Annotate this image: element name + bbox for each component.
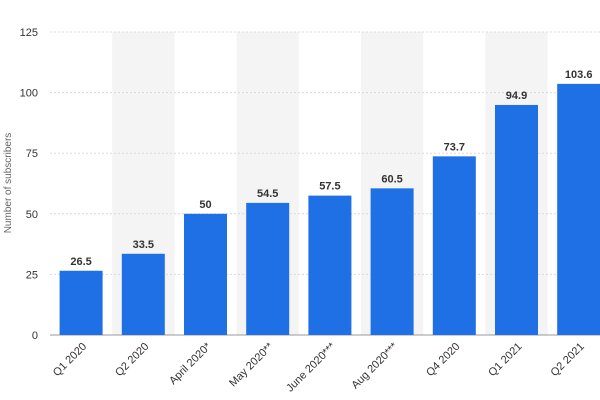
bar-value-label: 33.5 <box>133 239 154 251</box>
bar-series <box>59 83 600 335</box>
y-tick-label: 0 <box>32 330 38 342</box>
bar-value-label: 26.5 <box>70 256 91 268</box>
x-axis-ticks: Q1 2020 Q2 2020 April 2020* May 2020** June … <box>51 340 587 394</box>
bar <box>308 195 352 335</box>
y-tick-label: 75 <box>26 148 38 160</box>
bar-value-label: 57.5 <box>319 181 340 193</box>
bar-value-label: 103.6 <box>565 69 593 81</box>
x-tick-label: May 2020** <box>227 340 276 389</box>
x-tick-label: June 2020*** <box>284 340 338 394</box>
bar <box>59 270 103 335</box>
bar <box>246 202 290 335</box>
y-tick-label: 125 <box>20 27 38 39</box>
bar-value-label: 60.5 <box>381 173 402 185</box>
x-tick-label: Aug 2020*** <box>349 340 400 391</box>
bar <box>121 253 165 335</box>
bar <box>557 83 600 335</box>
y-tick-label: 50 <box>26 209 38 221</box>
bar <box>495 104 538 335</box>
x-tick-label: Q2 2020 <box>113 341 151 379</box>
bar-value-label: 94.9 <box>506 90 527 102</box>
x-tick-label: April 2020* <box>167 340 214 387</box>
bar <box>432 156 476 335</box>
x-tick-label: Q1 2020 <box>51 341 89 379</box>
x-tick-label: Q2 2021 <box>548 341 586 379</box>
y-tick-label: 25 <box>26 269 38 281</box>
y-axis-title: Number of subscribers <box>3 133 14 234</box>
data-labels: 26.5 33.5 50 54.5 57.5 60.5 73.7 94.9 103.6 <box>70 69 592 268</box>
x-tick-label: Q4 2020 <box>424 341 462 379</box>
x-tick-label: Q1 2021 <box>486 341 524 379</box>
bar-value-label: 73.7 <box>444 141 465 153</box>
bar-value-label: 50 <box>199 199 211 211</box>
bar-value-label: 54.5 <box>257 188 278 200</box>
bar <box>184 213 227 335</box>
y-axis-ticks: 0 25 50 75 100 125 <box>20 27 38 342</box>
bar <box>370 188 414 335</box>
y-tick-label: 100 <box>20 88 38 100</box>
